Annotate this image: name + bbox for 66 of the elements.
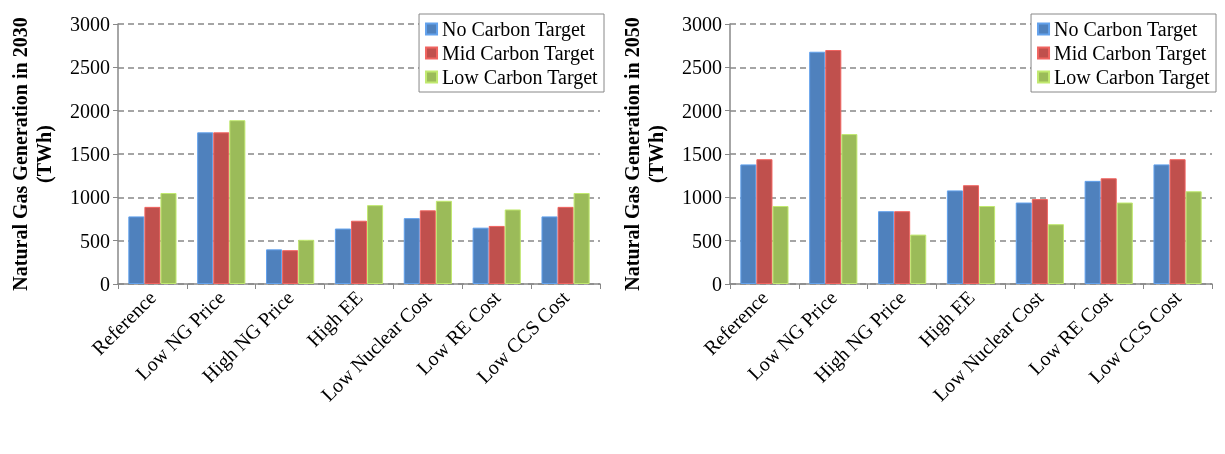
y-tick-label: 3000 bbox=[70, 13, 110, 35]
bar bbox=[1015, 202, 1032, 284]
y-tick-label: 1500 bbox=[682, 143, 722, 165]
bar bbox=[213, 132, 230, 284]
bar bbox=[1169, 159, 1186, 284]
bar bbox=[1153, 164, 1170, 284]
bar bbox=[962, 185, 980, 284]
y-tick-label: 2500 bbox=[70, 56, 110, 79]
bar bbox=[334, 228, 351, 284]
bar bbox=[1084, 180, 1101, 284]
y-tick-label: 1000 bbox=[70, 186, 110, 209]
legend-label: Low Carbon Target bbox=[1054, 66, 1211, 89]
bar bbox=[756, 159, 773, 284]
y-tick-label: 500 bbox=[80, 229, 110, 252]
y-tick-label: 1000 bbox=[682, 186, 722, 209]
bar bbox=[504, 209, 521, 284]
y-tick-label: 3000 bbox=[682, 13, 722, 35]
bar bbox=[435, 200, 452, 284]
legend-label: Low Carbon Target bbox=[442, 66, 599, 89]
bar bbox=[1047, 224, 1064, 284]
bar bbox=[367, 205, 384, 284]
y-tick-label: 2000 bbox=[70, 99, 110, 122]
x-tick-label: High EE bbox=[914, 286, 980, 352]
bar bbox=[557, 206, 574, 284]
y-tick-label: 2500 bbox=[682, 56, 722, 79]
bar bbox=[266, 249, 283, 284]
bar bbox=[1185, 191, 1202, 284]
bar bbox=[419, 210, 436, 284]
bar bbox=[128, 216, 145, 284]
y-axis-title: Natural Gas Generation in 2030 (TWh) bbox=[9, 17, 56, 291]
bar bbox=[472, 227, 489, 284]
bar bbox=[979, 206, 996, 284]
y-tick-label: 500 bbox=[692, 229, 722, 252]
bar bbox=[229, 120, 246, 284]
bar bbox=[144, 206, 161, 284]
bar bbox=[946, 190, 963, 284]
legend-label: Mid Carbon Target bbox=[1054, 42, 1207, 65]
bar bbox=[197, 132, 214, 284]
y-tick-label: 1500 bbox=[70, 143, 110, 165]
bar bbox=[878, 211, 895, 284]
bar bbox=[740, 164, 757, 284]
legend-label: No Carbon Target bbox=[1054, 18, 1198, 41]
bar bbox=[282, 250, 299, 284]
bar bbox=[894, 211, 911, 284]
bar bbox=[1116, 202, 1133, 284]
x-tick-label: High EE bbox=[302, 286, 368, 352]
bar bbox=[403, 218, 420, 284]
bar bbox=[825, 50, 842, 284]
bar bbox=[910, 234, 927, 284]
y-axis-title: Natural Gas Generation in 2050 (TWh) bbox=[621, 17, 668, 291]
bar bbox=[298, 239, 315, 284]
y-tick-label: 0 bbox=[712, 273, 722, 295]
bar bbox=[1031, 199, 1048, 284]
bar bbox=[350, 220, 368, 284]
y-tick-label: 0 bbox=[100, 273, 110, 295]
bar bbox=[541, 216, 558, 284]
legend-label: Mid Carbon Target bbox=[442, 42, 595, 65]
y-tick-label: 2000 bbox=[682, 99, 722, 122]
bar bbox=[1100, 178, 1117, 284]
bar bbox=[488, 225, 505, 284]
legend-label: No Carbon Target bbox=[442, 18, 586, 41]
bar bbox=[841, 134, 858, 284]
bar bbox=[772, 206, 789, 284]
bar bbox=[573, 193, 590, 284]
bar bbox=[809, 51, 826, 284]
bar bbox=[160, 193, 177, 284]
